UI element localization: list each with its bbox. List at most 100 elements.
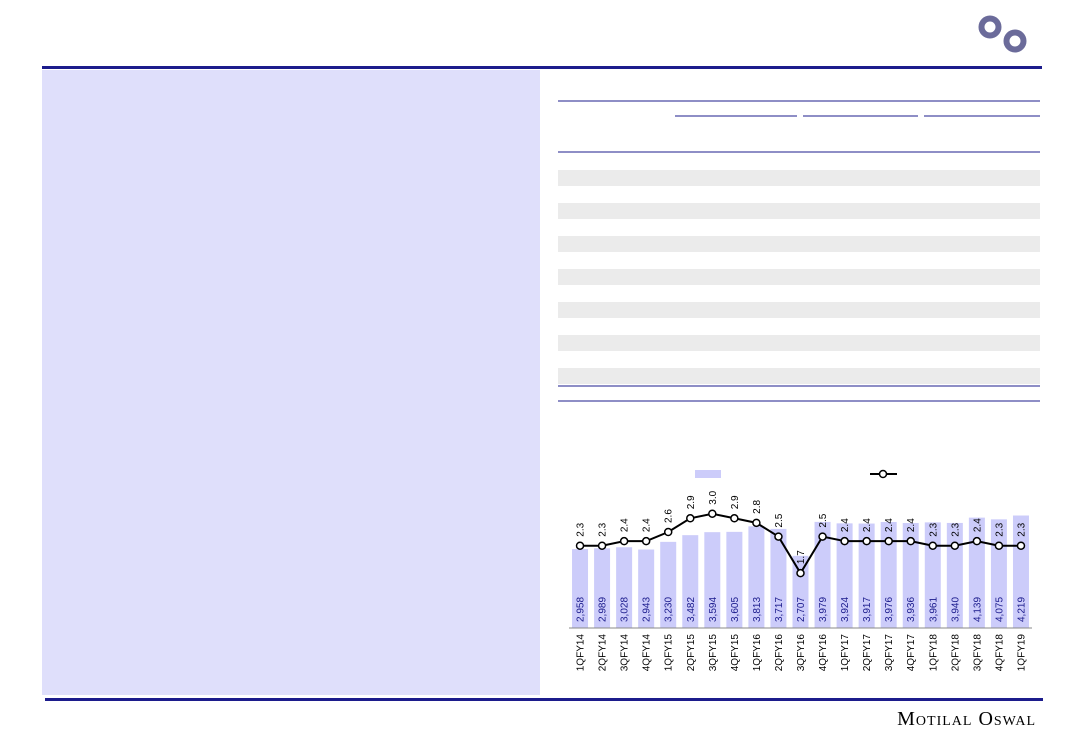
bar-value-label: 3,028: [620, 597, 631, 622]
left-panel: [42, 70, 540, 695]
bar-value-label: 3,605: [730, 597, 741, 622]
bar: [946, 522, 963, 628]
line-value-label: 2.9: [730, 495, 741, 509]
bar: [902, 523, 919, 628]
bar-value-label: 3,813: [752, 597, 763, 622]
bar-value-label: 2,958: [576, 597, 587, 622]
line-marker: [840, 536, 849, 546]
bar: [572, 549, 589, 628]
legend-bar-swatch: [695, 470, 721, 478]
bar-value-label: 4,139: [972, 597, 983, 622]
line-marker: [884, 536, 893, 546]
x-tick-label: 1QFY14: [576, 634, 587, 672]
bar-value-label: 3,976: [884, 597, 895, 622]
bar: [682, 535, 699, 628]
line-marker: [663, 527, 673, 537]
line-marker: [928, 541, 938, 550]
bar: [704, 532, 721, 628]
line-value-label: 2.4: [840, 518, 851, 532]
x-tick-label: 2QFY17: [862, 634, 873, 672]
line-marker: [730, 514, 739, 523]
bar: [616, 547, 633, 628]
bar: [880, 521, 897, 628]
x-tick-label: 3QFY17: [884, 634, 895, 672]
bar-value-label: 3,936: [906, 597, 917, 622]
bar-value-label: 4,219: [1016, 597, 1027, 622]
bar-value-label: 2,707: [796, 597, 807, 622]
line-marker: [597, 541, 607, 550]
line-value-label: 2.3: [994, 522, 1005, 536]
line-marker: [818, 532, 827, 541]
x-tick-label: 2QFY14: [598, 634, 609, 672]
bar-value-label: 3,717: [774, 597, 785, 622]
line-marker: [906, 536, 915, 546]
line-marker: [708, 509, 717, 518]
x-tick-label: 1QFY18: [928, 634, 939, 672]
line-value-label: 2.4: [620, 518, 631, 532]
x-tick-label: 4QFY17: [906, 634, 917, 672]
legend-line-marker: [878, 469, 888, 479]
x-tick-label: 1QFY16: [752, 634, 763, 672]
x-tick-label: 2QFY15: [686, 634, 697, 672]
x-tick-label: 4QFY15: [730, 634, 741, 672]
line-marker: [972, 536, 982, 546]
line-marker: [950, 541, 960, 550]
bar-value-label: 4,075: [994, 597, 1005, 622]
line-value-label: 2.9: [686, 495, 697, 509]
line-marker: [686, 514, 695, 523]
line-value-label: 2.5: [818, 513, 829, 527]
bar: [814, 521, 831, 628]
bar-value-label: 2,989: [598, 597, 609, 622]
line-marker: [752, 518, 761, 528]
bar-value-label: 3,940: [950, 597, 961, 622]
line-marker: [641, 536, 651, 546]
chart: 2,958 2,989 3,028 2,943 3,230 3,482 3,594 3,605…: [572, 490, 1029, 671]
line-marker: [796, 568, 805, 578]
footer-brand: Motilal Oswal: [897, 708, 1036, 730]
x-tick-label: 3QFY18: [972, 634, 983, 672]
gears-icon: [977, 14, 1028, 54]
table-frame: [558, 100, 1040, 402]
line-value-label: 2.3: [928, 522, 939, 536]
line-value-label: 2.3: [1016, 522, 1027, 536]
bar-value-label: 2,943: [642, 597, 653, 622]
line-value-label: 3.0: [708, 490, 719, 504]
x-tick-label: 1QFY15: [664, 634, 675, 672]
bar: [770, 528, 787, 628]
line-value-label: 2.4: [862, 518, 873, 532]
line-value-label: 2.4: [884, 518, 895, 532]
x-tick-label: 3QFY15: [708, 634, 719, 672]
bar: [1012, 515, 1029, 628]
bar: [594, 548, 611, 628]
x-tick-label: 2QFY16: [774, 634, 785, 672]
line-marker: [1016, 541, 1026, 550]
line-marker: [994, 541, 1004, 550]
x-tick-label: 1QFY17: [840, 634, 851, 672]
header-rule: [42, 66, 1042, 69]
line-value-label: 2.3: [576, 522, 587, 536]
table-row-bands: [558, 170, 1040, 384]
bar: [968, 517, 985, 628]
bar-value-label: 3,482: [686, 597, 697, 622]
line-marker: [862, 536, 871, 546]
bar-value-label: 3,594: [708, 597, 719, 622]
line-marker: [575, 541, 585, 550]
line-value-label: 2.5: [774, 513, 785, 527]
line-value-label: 2.8: [752, 500, 763, 514]
bar-value-label: 3,924: [840, 597, 851, 622]
bar: [836, 523, 853, 628]
bar-value-label: 3,230: [664, 597, 675, 622]
x-tick-label: 4QFY16: [818, 634, 829, 672]
line-marker: [619, 536, 629, 546]
bar-value-label: 3,917: [862, 597, 873, 622]
bar-value-label: 3,979: [818, 597, 829, 622]
x-tick-label: 2QFY18: [950, 634, 961, 672]
x-tick-label: 1QFY19: [1016, 634, 1027, 672]
bar: [638, 549, 655, 628]
x-tick-label: 4QFY18: [994, 634, 1005, 672]
line-value-label: 2.4: [642, 518, 653, 532]
line-value-label: 2.3: [598, 522, 609, 536]
footer-rule: [45, 698, 1043, 701]
